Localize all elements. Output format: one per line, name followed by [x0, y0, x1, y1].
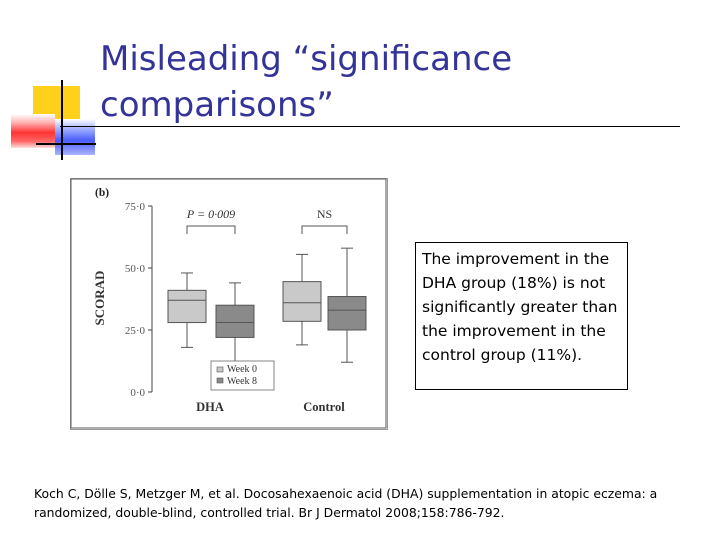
decor-red-square	[11, 114, 55, 148]
decor-vertical-line	[61, 80, 63, 160]
significance-label-dha: P = 0·009	[186, 207, 235, 221]
annotations: P = 0·009 NS	[186, 207, 348, 234]
boxes	[167, 247, 367, 366]
box-dha-week-8	[215, 282, 255, 366]
box-iqr	[327, 296, 367, 331]
slide-title: Misleading “significance comparisons”	[100, 39, 513, 125]
decor-horizontal-line	[36, 143, 96, 145]
y-axis-label: SCORAD	[92, 271, 107, 326]
citation: Koch C, Dölle S, Metzger M, et al. Docos…	[34, 486, 658, 520]
box-iqr	[167, 289, 207, 324]
legend-label-week-0: Week 0	[227, 364, 257, 375]
box-dha-week-0	[167, 272, 207, 348]
box-iqr	[282, 281, 322, 322]
y-tick-label: 25·0	[125, 325, 146, 337]
legend-label-week-8: Week 8	[227, 376, 257, 387]
title-rule	[60, 126, 680, 127]
y-tick-label: 50·0	[125, 263, 146, 275]
legend-swatch-week-0	[216, 366, 224, 373]
annotation-box: The improvement in the DHA group (18%) i…	[415, 242, 628, 390]
panel-label: (b)	[95, 187, 109, 199]
legend-swatch-week-8	[216, 377, 224, 384]
legend-box	[210, 360, 275, 391]
boxplot-chart: (b) SCORAD 0·0 25·0 50·0 75·0 P = 0·009 NS W…	[70, 178, 388, 430]
significance-bracket	[301, 225, 348, 234]
significance-bracket	[186, 225, 236, 234]
box-iqr	[215, 304, 255, 338]
x-tick-dha: DHA	[196, 400, 224, 414]
y-axis: 0·0 25·0 50·0 75·0	[125, 201, 153, 399]
x-tick-control: Control	[303, 400, 345, 414]
y-tick-label: 75·0	[125, 201, 146, 213]
box-control-week-8	[327, 247, 367, 363]
y-tick-label: 0·0	[130, 387, 145, 399]
chart-frame-inner	[70, 178, 387, 429]
legend: Week 0 Week 8	[210, 360, 275, 391]
box-control-week-0	[282, 253, 322, 346]
significance-label-control: NS	[317, 207, 332, 221]
